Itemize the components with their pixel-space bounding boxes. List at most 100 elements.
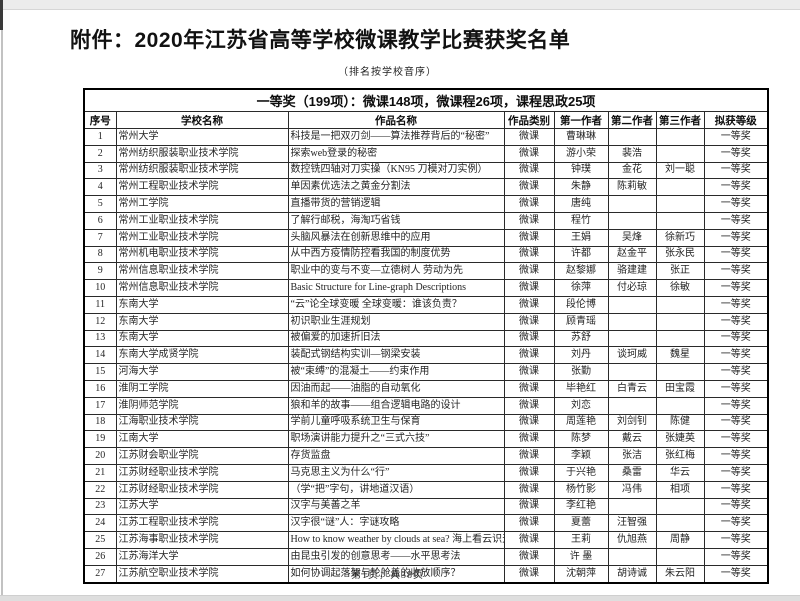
cell-category: 微课: [503, 346, 555, 365]
viewer-left-edge: [1, 30, 3, 600]
cell-author2: [607, 128, 657, 146]
cell-author3: [655, 514, 705, 533]
cell-school: 常州纺织服装职业技术学院: [115, 161, 289, 180]
cell-author1: 程竹: [553, 211, 609, 230]
cell-author2: 张洁: [607, 447, 657, 465]
cell-school: 江苏海洋大学: [115, 547, 289, 566]
cell-category: 微课: [503, 329, 555, 348]
table-row: 3 常州纺织服装职业技术学院 数控铣四轴对刀实操（KN95 刀模对刀实例） 微课 钟璞金…: [83, 161, 769, 180]
cell-work-title: 了解行邮税，海淘巧省钱: [287, 211, 505, 230]
cell-author1: 刘恋: [553, 396, 609, 415]
cell-work-title: 马克思主义为什么“行”: [287, 463, 505, 482]
cell-author2: 刘剑钊: [607, 413, 657, 432]
cell-work-title: 因油而起——油脂的自动氧化: [287, 379, 505, 398]
cell-work-title: 初识职业生涯规划: [287, 312, 505, 331]
cell-author1: 段伦博: [553, 295, 609, 314]
cell-school: 江苏财经职业技术学院: [115, 480, 289, 499]
cell-school: 常州工业职业技术学院: [115, 228, 289, 247]
viewer-bottom-edge: [0, 595, 800, 601]
cell-no: 4: [83, 178, 117, 197]
cell-author1: 钟璞: [553, 161, 609, 180]
cell-category: 微课: [503, 547, 555, 566]
cell-author3: [655, 547, 705, 566]
cell-school: 江南大学: [115, 430, 289, 449]
cell-author1: 王娟: [553, 228, 609, 247]
cell-grade: 一等奖: [703, 497, 769, 516]
table-row: 8 常州机电职业技术学院 从中西方疫情防控看我国的制度优势 微课 许都 赵金平 张永民 一等奖: [83, 245, 769, 264]
cell-grade: 一等奖: [703, 279, 769, 297]
cell-school: 东南大学: [115, 329, 289, 348]
cell-category: 微课: [503, 363, 555, 381]
cell-grade: 一等奖: [703, 430, 769, 449]
cell-grade: 一等奖: [703, 547, 769, 566]
cell-no: 23: [83, 497, 117, 516]
col-header-category: 作品类别: [503, 111, 555, 129]
cell-category: 微课: [503, 295, 555, 314]
cell-work-title: 直播带货的营销逻辑: [287, 195, 505, 213]
cell-school: 常州信息职业技术学院: [115, 279, 289, 297]
cell-no: 22: [83, 480, 117, 499]
cell-author2: 仇旭燕: [607, 531, 657, 549]
table-row: 24 江苏工程职业技术学院 汉字很“谜”人：字谜攻略 微课 夏蕾 汪智强 一等奖: [83, 514, 769, 533]
cell-author3: 陈健: [655, 413, 705, 432]
cell-author2: 冯伟: [607, 480, 657, 499]
cell-author1: 唐纯: [553, 195, 609, 213]
cell-school: 常州工业职业技术学院: [115, 211, 289, 230]
cell-grade: 一等奖: [703, 178, 769, 197]
col-header-author1: 第一作者: [553, 111, 609, 129]
table-row: 16 淮阴工学院 因油而起——油脂的自动氧化 微课 毕艳红 白青云 田宝霞 一等奖: [83, 379, 769, 398]
cell-grade: 一等奖: [703, 128, 769, 146]
table-row: 10 常州信息职业技术学院 Basic Structure for Line-gra…: [83, 279, 769, 297]
table-row: 25 江苏海事职业技术学院 How to know weather by cloud…: [83, 531, 769, 549]
cell-author2: 吴烽: [607, 228, 657, 247]
table-row: 15 河海大学 被“束缚”的混凝土——约束作用 微课 张勤 一等奖: [83, 363, 769, 381]
cell-category: 微课: [503, 312, 555, 331]
cell-author1: 陈梦: [553, 430, 609, 449]
cell-grade: 一等奖: [703, 514, 769, 533]
cell-no: 2: [83, 144, 117, 163]
cell-author1: 王莉: [553, 531, 609, 549]
cell-author2: 付必琼: [607, 279, 657, 297]
cell-no: 19: [83, 430, 117, 449]
cell-school: 常州纺织服装职业技术学院: [115, 144, 289, 163]
cell-author3: [655, 211, 705, 230]
cell-work-title: 汉字与美善之羊: [287, 497, 505, 516]
cell-no: 8: [83, 245, 117, 264]
cell-school: 东南大学: [115, 312, 289, 331]
cell-work-title: 被偏爱的加速折旧法: [287, 329, 505, 348]
cell-school: 江海职业技术学院: [115, 413, 289, 432]
cell-author2: [607, 195, 657, 213]
cell-no: 25: [83, 531, 117, 549]
cell-author2: 戴云: [607, 430, 657, 449]
cell-author3: [655, 178, 705, 197]
cell-school: 常州工程职业技术学院: [115, 178, 289, 197]
cell-author3: 田宝霞: [655, 379, 705, 398]
cell-author2: 骆建建: [607, 262, 657, 281]
cell-category: 微课: [503, 245, 555, 264]
cell-category: 微课: [503, 430, 555, 449]
cell-grade: 一等奖: [703, 245, 769, 264]
table-row: 19 江南大学 职场演讲能力提升之“三式六技” 微课 陈梦 戴云 张婕英 一等奖: [83, 430, 769, 449]
table-row: 18 江海职业技术学院 学前儿童呼吸系统卫生与保育 微课 周莲艳 刘剑钊 陈健 一等奖: [83, 413, 769, 432]
table-row: 1 常州大学 科技是一把双刃剑——算法推荐背后的“秘密” 微课 曹琳琳 一等奖: [83, 128, 769, 146]
cell-work-title: （学“把”字句，讲地道汉语）: [287, 480, 505, 499]
cell-work-title: How to know weather by clouds at sea? 海上…: [287, 531, 505, 549]
cell-grade: 一等奖: [703, 379, 769, 398]
cell-author3: [655, 144, 705, 163]
cell-author3: 相项: [655, 480, 705, 499]
cell-no: 16: [83, 379, 117, 398]
cell-author1: 苏舒: [553, 329, 609, 348]
cell-author1: 刘丹: [553, 346, 609, 365]
col-header-author3: 第三作者: [655, 111, 705, 129]
table-row: 27 江苏航空职业技术学院 如何协调起落架与轮舱盖的收放顺序？ 微课 沈朝萍 胡诗诚 朱云阳…: [83, 564, 769, 584]
col-header-work-title: 作品名称: [287, 111, 505, 129]
cell-grade: 一等奖: [703, 211, 769, 230]
award-table: 一等奖（199项）：微课148项，微课程26项，课程思政25项 序号 学校名称 …: [83, 88, 770, 584]
cell-author1: 赵黎娜: [553, 262, 609, 281]
cell-no: 24: [83, 514, 117, 533]
col-header-no: 序号: [83, 111, 117, 129]
cell-author1: 许 墨: [553, 547, 609, 566]
cell-work-title: 头脑风暴法在创新思维中的应用: [287, 228, 505, 247]
document-subtitle: （排名按学校音序）: [338, 67, 437, 78]
cell-author3: [655, 396, 705, 415]
